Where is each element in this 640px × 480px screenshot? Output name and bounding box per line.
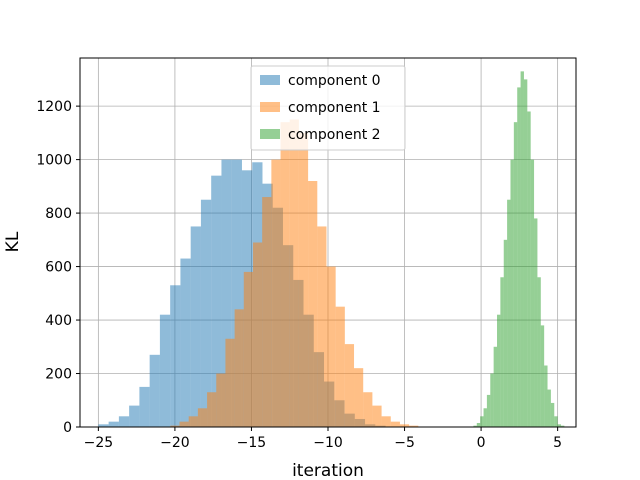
legend-swatch <box>260 75 280 85</box>
bar-series-1 <box>234 309 244 427</box>
x-tick-label: −5 <box>394 435 415 451</box>
bar-series-1 <box>344 344 355 427</box>
bar-series-0 <box>170 285 181 427</box>
bar-series-1 <box>207 392 217 427</box>
bar-series-0 <box>98 424 109 427</box>
bar-series-2 <box>554 416 558 427</box>
bar-series-2 <box>473 425 477 427</box>
x-tick-label: −20 <box>160 435 190 451</box>
bar-series-2 <box>517 87 521 428</box>
y-tick-label: 1200 <box>36 99 72 115</box>
bar-series-1 <box>243 271 253 427</box>
bar-series-2 <box>557 424 561 427</box>
y-tick-label: 200 <box>45 367 72 383</box>
y-tick-label: 400 <box>45 313 72 329</box>
y-tick-label: 800 <box>45 206 72 222</box>
bar-series-2 <box>493 346 498 427</box>
bar-series-1 <box>335 306 345 427</box>
bar-series-1 <box>363 392 373 427</box>
legend-label: component 0 <box>288 73 381 89</box>
bar-series-1 <box>280 122 290 427</box>
bar-series-1 <box>188 416 198 427</box>
y-tick-label: 0 <box>63 420 72 436</box>
bar-series-2 <box>540 325 545 427</box>
bar-series-1 <box>225 338 235 427</box>
bar-series-1 <box>354 368 364 427</box>
bar-series-1 <box>252 242 263 427</box>
bar-series-2 <box>503 239 508 427</box>
bar-series-1 <box>409 425 419 427</box>
bar-series-0 <box>159 314 171 427</box>
bar-series-1 <box>390 421 400 427</box>
bar-series-0 <box>211 175 222 427</box>
bar-series-0 <box>180 258 191 427</box>
x-axis-label: iteration <box>292 461 364 480</box>
y-axis-ticks: 0 200 400 600 800 1000 1200 <box>36 99 80 436</box>
bar-series-1 <box>308 181 318 427</box>
bar-series-1 <box>197 408 208 427</box>
bar-series-1 <box>262 197 272 427</box>
bar-series-1 <box>289 119 299 427</box>
bar-series-2 <box>523 79 528 428</box>
histogram-bars <box>98 71 565 428</box>
bar-series-2 <box>547 389 551 427</box>
bar-series-0 <box>129 405 140 427</box>
bar-series-0 <box>221 159 232 427</box>
bar-series-1 <box>317 226 327 427</box>
bar-series-2 <box>530 159 535 427</box>
x-tick-label: 0 <box>477 435 486 451</box>
bar-series-2 <box>500 277 504 427</box>
bar-series-2 <box>550 402 555 427</box>
bar-series-1 <box>381 416 391 427</box>
bar-series-0 <box>190 226 201 427</box>
legend-swatch <box>260 102 280 112</box>
y-tick-label: 600 <box>45 260 72 276</box>
bar-series-2 <box>497 314 501 427</box>
bar-series-2 <box>510 159 514 427</box>
bar-series-0 <box>231 159 242 427</box>
legend-label: component 2 <box>288 127 381 143</box>
bar-series-1 <box>170 425 180 427</box>
bar-series-1 <box>372 405 382 427</box>
bar-series-0 <box>149 354 160 427</box>
bar-series-0 <box>108 421 119 427</box>
bar-series-2 <box>490 373 494 427</box>
legend: component 0 component 1 component 2 <box>250 65 406 151</box>
bar-series-2 <box>476 422 481 427</box>
x-tick-label: −10 <box>313 435 343 451</box>
bar-series-2 <box>544 365 548 427</box>
legend-box <box>250 65 406 151</box>
bar-series-2 <box>507 199 511 427</box>
bar-series-2 <box>483 408 487 427</box>
x-tick-label: 5 <box>553 435 562 451</box>
x-tick-label: −25 <box>84 435 114 451</box>
bar-series-2 <box>480 416 484 427</box>
bar-series-2 <box>486 394 491 427</box>
bar-series-0 <box>200 199 212 427</box>
bar-series-2 <box>534 218 538 427</box>
x-tick-label: −15 <box>237 435 267 451</box>
y-axis-label: KL <box>3 231 23 252</box>
bar-series-0 <box>118 416 130 427</box>
bar-series-2 <box>560 425 565 427</box>
bar-series-2 <box>520 71 524 427</box>
y-tick-label: 1000 <box>36 153 72 169</box>
bar-series-1 <box>271 159 281 427</box>
legend-label: component 1 <box>288 100 381 116</box>
bar-series-2 <box>513 122 518 427</box>
x-axis-ticks: −25 −20 −15 −10 −5 0 5 <box>84 427 562 451</box>
bar-series-1 <box>399 424 410 427</box>
bar-series-2 <box>537 277 541 427</box>
bar-series-1 <box>298 132 309 427</box>
bar-series-1 <box>326 266 336 427</box>
bar-series-0 <box>139 386 150 427</box>
bar-series-1 <box>216 373 226 427</box>
bar-series-2 <box>527 111 531 427</box>
bar-series-1 <box>179 421 189 427</box>
legend-swatch <box>260 129 280 139</box>
